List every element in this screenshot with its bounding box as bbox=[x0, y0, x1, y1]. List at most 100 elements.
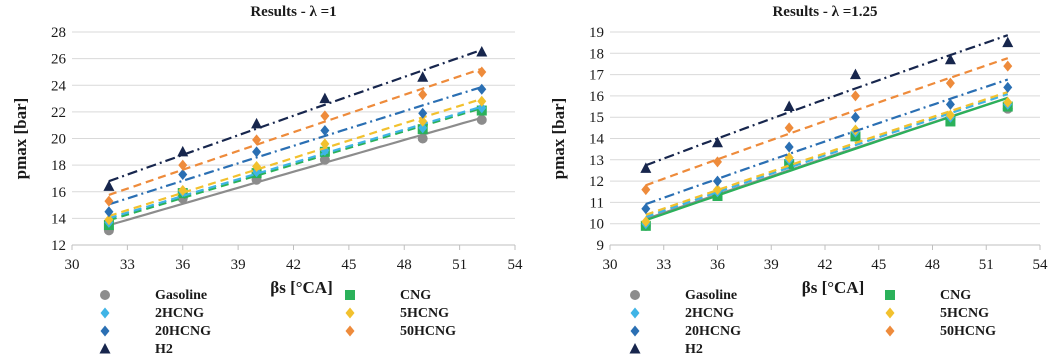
y-tick-label: 13 bbox=[589, 153, 604, 169]
legend-marker-5hcng bbox=[345, 307, 355, 319]
data-point-20hcng bbox=[252, 146, 262, 158]
y-tick-label: 14 bbox=[51, 211, 67, 227]
legend-marker-50hcng bbox=[885, 325, 895, 337]
legend-entry-h2: H2 bbox=[155, 342, 173, 357]
trendline-2hcng bbox=[645, 93, 1009, 219]
legend-entry-h2: H2 bbox=[685, 342, 703, 357]
chart-title: Results - λ =1.25 bbox=[772, 4, 877, 20]
x-tick-label: 39 bbox=[764, 257, 779, 273]
y-tick-label: 14 bbox=[589, 132, 605, 148]
trendline-5hcng bbox=[645, 90, 1009, 216]
legend-marker-20hcng bbox=[630, 325, 640, 337]
trendline-50hcng bbox=[645, 57, 1009, 187]
data-point-50hcng bbox=[1003, 60, 1013, 72]
x-tick-label: 30 bbox=[603, 257, 618, 273]
y-tick-label: 15 bbox=[589, 110, 604, 126]
data-point-h2 bbox=[1002, 36, 1014, 48]
legend-marker-h2 bbox=[629, 343, 641, 354]
data-point-h2 bbox=[783, 100, 795, 112]
x-tick-label: 42 bbox=[286, 257, 301, 273]
y-axis-label: pmax [bar] bbox=[549, 98, 568, 180]
trendline-5hcng bbox=[108, 97, 483, 218]
trendline-h2 bbox=[108, 48, 483, 183]
data-point-5hcng bbox=[1003, 96, 1013, 108]
x-axis-label: βs [°CA] bbox=[802, 278, 865, 297]
data-point-5hcng bbox=[945, 109, 955, 121]
y-tick-label: 18 bbox=[51, 158, 66, 174]
data-point-2hcng bbox=[477, 102, 487, 114]
x-tick-label: 36 bbox=[175, 257, 191, 273]
trendline-50hcng bbox=[108, 67, 483, 196]
data-point-gasoline bbox=[319, 154, 330, 165]
data-point-h2 bbox=[319, 92, 331, 104]
data-point-5hcng bbox=[104, 214, 114, 226]
data-point-50hcng bbox=[178, 159, 188, 171]
data-point-h2 bbox=[177, 145, 189, 157]
legend-marker-2hcng bbox=[630, 307, 640, 319]
y-axis-label: pmax [bar] bbox=[11, 98, 30, 180]
y-tick-label: 24 bbox=[51, 78, 67, 94]
data-point-5hcng bbox=[418, 115, 428, 127]
legend-marker-gasoline bbox=[630, 290, 640, 300]
x-axis-label: βs [°CA] bbox=[270, 278, 333, 297]
trendline-20hcng bbox=[645, 78, 1009, 206]
data-point-h2 bbox=[476, 45, 488, 57]
chart-lambda-1-25: Results - λ =1.25 9 10 11 12 13 14 15 16 17 18 19 30… bbox=[549, 4, 1048, 357]
legend-entry-20hcng: 20HCNG bbox=[155, 324, 211, 339]
data-point-20hcng bbox=[945, 98, 955, 110]
data-point-20hcng bbox=[320, 125, 330, 137]
data-point-50hcng bbox=[477, 66, 487, 78]
data-point-gasoline bbox=[476, 114, 487, 125]
data-point-20hcng bbox=[850, 111, 860, 123]
data-point-50hcng bbox=[252, 134, 262, 146]
legend-entry-5hcng: 5HCNG bbox=[400, 306, 449, 321]
legend-entry-50hcng: 50HCNG bbox=[400, 324, 456, 339]
data-point-20hcng bbox=[713, 175, 722, 187]
data-point-5hcng bbox=[477, 95, 487, 107]
y-tick-label: 10 bbox=[589, 217, 604, 233]
data-point-5hcng bbox=[178, 184, 188, 196]
y-tick-label: 12 bbox=[51, 238, 66, 254]
x-tick-label: 42 bbox=[818, 257, 833, 273]
x-tick-label: 39 bbox=[231, 257, 246, 273]
data-point-20hcng bbox=[641, 203, 651, 215]
x-tick-label: 48 bbox=[397, 257, 412, 273]
x-tick-label: 33 bbox=[120, 257, 135, 273]
data-point-20hcng bbox=[477, 83, 487, 95]
legend-marker-cng bbox=[345, 290, 355, 300]
data-point-h2 bbox=[103, 180, 115, 191]
data-point-2hcng bbox=[418, 122, 428, 134]
legend-marker-2hcng bbox=[100, 307, 110, 319]
data-point-20hcng bbox=[178, 168, 188, 180]
legend-marker-gasoline bbox=[100, 290, 110, 300]
y-tick-label: 28 bbox=[51, 25, 66, 41]
y-tick-label: 22 bbox=[51, 105, 66, 121]
x-tick-label: 48 bbox=[925, 257, 940, 273]
trendline-2hcng bbox=[108, 105, 483, 220]
legend-marker-20hcng bbox=[100, 325, 110, 337]
y-tick-label: 18 bbox=[589, 46, 604, 62]
x-tick-label: 54 bbox=[508, 257, 524, 273]
legend-entry-50hcng: 50HCNG bbox=[940, 324, 996, 339]
data-point-20hcng bbox=[104, 206, 114, 218]
trendline-20hcng bbox=[108, 85, 483, 206]
legend-entry-5hcng: 5HCNG bbox=[940, 306, 989, 321]
legend-entry-20hcng: 20HCNG bbox=[685, 324, 741, 339]
legend-entry-gasoline: Gasoline bbox=[685, 288, 737, 303]
data-point-50hcng bbox=[945, 77, 955, 89]
y-tick-label: 16 bbox=[589, 89, 605, 105]
legend-entry-2hcng: 2HCNG bbox=[685, 306, 734, 321]
data-point-h2 bbox=[849, 68, 861, 80]
data-point-h2 bbox=[417, 71, 429, 82]
data-point-50hcng bbox=[641, 184, 651, 196]
legend-marker-50hcng bbox=[345, 325, 355, 337]
x-tick-label: 51 bbox=[979, 257, 994, 273]
y-tick-label: 20 bbox=[51, 132, 66, 148]
data-point-5hcng bbox=[641, 216, 651, 228]
x-tick-label: 45 bbox=[341, 257, 356, 273]
x-tick-label: 30 bbox=[65, 257, 80, 273]
legend-marker-cng bbox=[885, 290, 895, 300]
chart-title: Results - λ =1 bbox=[250, 4, 336, 20]
trendline-h2 bbox=[645, 34, 1009, 167]
